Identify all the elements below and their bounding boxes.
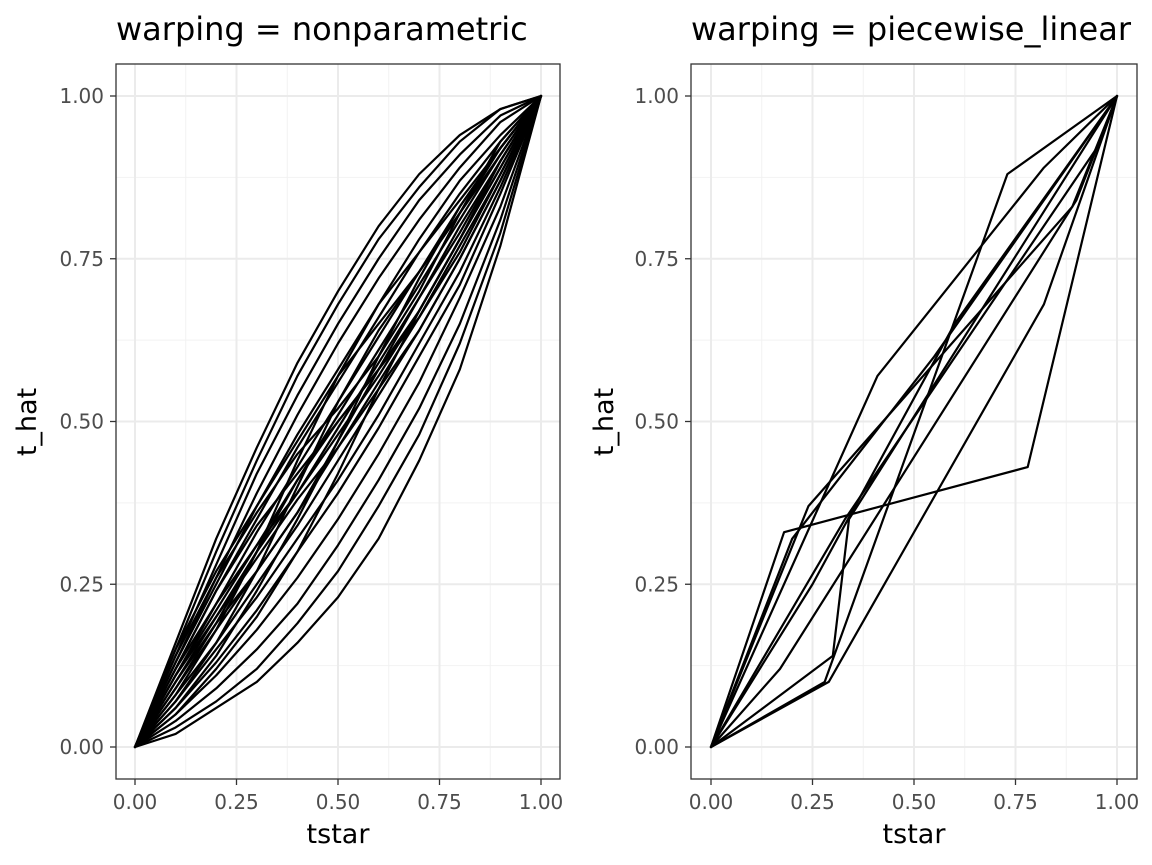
y-axis-title: t_hat	[589, 388, 620, 456]
y-tick-label: 0.75	[634, 247, 679, 271]
x-tick-label: 0.00	[689, 790, 734, 814]
y-tick-label: 0.00	[634, 735, 679, 759]
warping-curve-28	[133, 94, 543, 749]
warping-curve-16	[133, 94, 543, 749]
warping-curve-25	[133, 94, 543, 749]
warping-curve-15	[133, 94, 543, 749]
x-tick-label: 1.00	[1095, 790, 1140, 814]
warping-curve-10	[709, 94, 1119, 749]
y-tick-label: 0.75	[59, 247, 104, 271]
x-tick-label: 0.75	[417, 790, 462, 814]
panel-title: warping = piecewise_linear	[691, 10, 1132, 48]
warping-curve-23	[133, 94, 543, 749]
warping-curve-2	[709, 94, 1119, 749]
x-tick-label: 0.50	[892, 790, 937, 814]
warping-curve-5	[709, 94, 1119, 749]
warping-curve-9	[133, 94, 543, 749]
x-tick-label: 0.75	[993, 790, 1038, 814]
warping-curve-12	[133, 94, 543, 749]
axis-ticks: 0.00 0.25 0.50 0.75 1.00 0.00 0.25 0.50 0.75 1.00	[59, 84, 563, 814]
panel-title: warping = nonparametric	[116, 10, 528, 48]
warping-curve-7	[709, 94, 1119, 749]
y-tick-label: 0.50	[59, 410, 104, 434]
x-tick-label: 0.25	[790, 790, 835, 814]
warping-curves	[133, 94, 543, 749]
warping-curve-8	[133, 94, 543, 749]
warping-curves	[709, 94, 1119, 749]
y-tick-label: 0.50	[634, 410, 679, 434]
x-axis-title: tstar	[307, 819, 371, 850]
warping-curve-26	[133, 94, 543, 749]
x-axis-title: tstar	[883, 819, 947, 850]
x-tick-label: 0.25	[214, 790, 259, 814]
x-tick-label: 0.50	[316, 790, 361, 814]
warping-curve-5	[133, 94, 543, 749]
y-tick-label: 0.25	[634, 572, 679, 596]
warping-curve-18	[133, 94, 543, 749]
warping-curve-2	[133, 94, 543, 749]
warping-curve-17	[133, 94, 543, 749]
warping-curve-21	[133, 94, 543, 749]
y-tick-label: 0.00	[59, 735, 104, 759]
warping-curve-6	[709, 94, 1119, 749]
y-tick-label: 1.00	[634, 84, 679, 108]
y-tick-label: 1.00	[59, 84, 104, 108]
warping-curve-14	[133, 94, 543, 749]
y-axis-title: t_hat	[12, 388, 43, 456]
axis-ticks: 0.00 0.25 0.50 0.75 1.00 0.00 0.25 0.50 0.75 1.00	[634, 84, 1139, 814]
warping-curve-1	[133, 94, 543, 749]
panel-piecewise-linear: warping = piecewise_linear 0.00 0.25 0.50 0…	[589, 10, 1139, 850]
panel-nonparametric: warping = nonparametric 0.00 0.25 0.50 0.75…	[12, 10, 563, 850]
x-tick-label: 0.00	[113, 790, 158, 814]
warping-curve-13	[133, 94, 543, 749]
y-tick-label: 0.25	[59, 572, 104, 596]
warping-curve-1	[709, 94, 1119, 749]
warping-curve-27	[133, 94, 543, 749]
warping-curve-9	[709, 94, 1119, 749]
x-tick-label: 1.00	[519, 790, 564, 814]
